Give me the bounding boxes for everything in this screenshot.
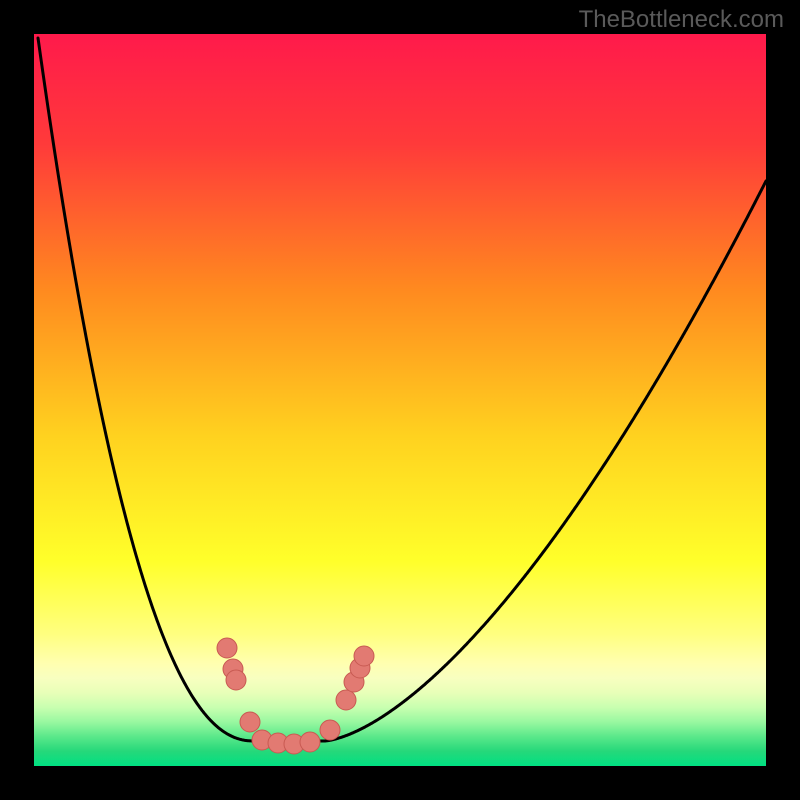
data-marker [240,712,260,732]
marker-group [217,638,374,754]
data-marker [226,670,246,690]
data-marker [320,720,340,740]
data-marker [354,646,374,666]
watermark-text: TheBottleneck.com [579,6,784,34]
data-marker [300,732,320,752]
data-marker [217,638,237,658]
curve-layer [34,34,766,766]
data-marker [336,690,356,710]
plot-area [34,34,766,766]
bottleneck-curve [38,38,766,741]
